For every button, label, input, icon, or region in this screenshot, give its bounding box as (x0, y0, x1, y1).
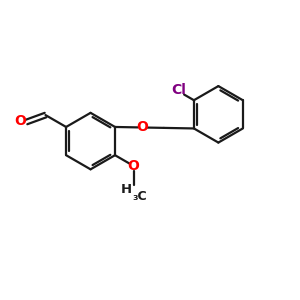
Text: O: O (128, 159, 140, 173)
Text: Cl: Cl (171, 83, 186, 97)
Text: O: O (137, 121, 148, 134)
Text: O: O (15, 113, 26, 128)
Text: ₃C: ₃C (132, 190, 147, 203)
Text: H: H (121, 183, 132, 196)
